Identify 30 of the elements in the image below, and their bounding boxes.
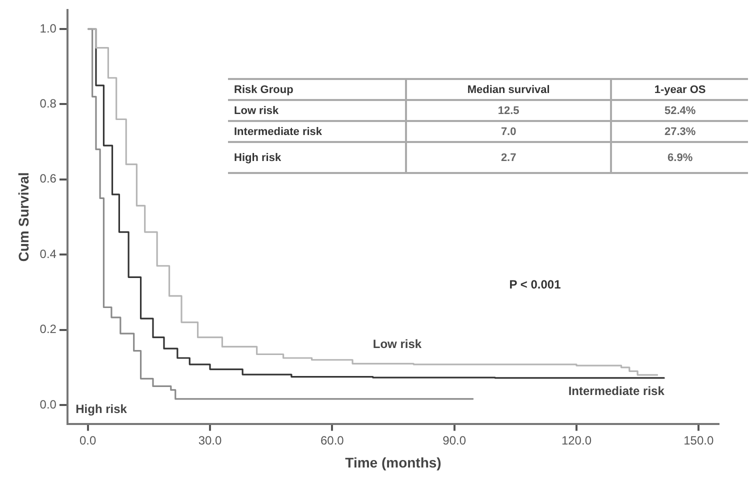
- series-label: Intermediate risk: [568, 384, 665, 398]
- annotation: 27.3%: [611, 121, 748, 142]
- y-tick-label: 0.4: [40, 246, 57, 261]
- x-tick-label: 60.0: [320, 433, 344, 448]
- y-tick-label: 1.0: [40, 21, 57, 36]
- annotation: Intermediate risk: [228, 121, 406, 142]
- y-tick-label: 0.0: [40, 397, 57, 412]
- x-tick-label: 30.0: [198, 433, 222, 448]
- x-tick-label: 120.0: [561, 433, 592, 448]
- annotation: 52.4%: [611, 100, 748, 121]
- annotation: 6.9%: [611, 142, 748, 173]
- x-tick-label: 150.0: [684, 433, 714, 448]
- annotation: 2.7: [406, 142, 612, 173]
- annotation: Median survival: [406, 79, 612, 100]
- annotation: P < 0.001: [509, 277, 562, 292]
- x-tick-label: 90.0: [442, 433, 466, 448]
- annotation: 12.5: [406, 100, 612, 121]
- y-axis-title: Cum Survival: [15, 172, 32, 262]
- y-tick-label: 0.6: [40, 172, 57, 186]
- annotation: High risk: [228, 142, 406, 173]
- annotation: Low risk: [228, 100, 406, 121]
- y-tick-label: 0.8: [40, 96, 57, 111]
- x-axis-title: Time (months): [345, 454, 442, 470]
- text: High risk: [76, 402, 128, 416]
- series-label: Low risk: [372, 337, 422, 352]
- x-tick-label: 0.0: [80, 433, 97, 448]
- annotation: Risk Group: [228, 79, 406, 100]
- y-tick-label: 0.2: [40, 322, 57, 336]
- annotation: 1-year OS: [611, 79, 748, 100]
- annotation: 7.0: [406, 121, 612, 142]
